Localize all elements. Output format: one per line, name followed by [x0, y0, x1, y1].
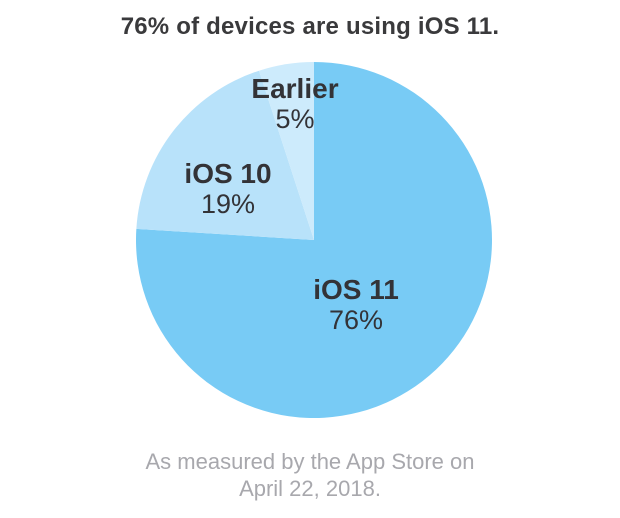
slice-pct-earlier: 5% — [275, 104, 315, 134]
slice-label-earlier: Earlier 5% — [251, 73, 339, 135]
slice-pct-ios-10: 19% — [200, 189, 256, 219]
footnote-line-1: As measured by the App Store on — [145, 449, 475, 474]
pie-slice-ios-10 — [136, 70, 314, 241]
slice-name-ios-10: iOS 10 — [184, 158, 272, 189]
slice-pct-ios-11: 76% — [328, 305, 384, 335]
footnote-line-2: April 22, 2018. — [239, 476, 381, 501]
pie-slice-ios-11 — [136, 62, 492, 418]
chart-footnote: As measured by the App Store on April 22… — [0, 448, 620, 502]
pie-chart-svg — [136, 62, 492, 418]
slice-label-ios-11: iOS 11 76% — [313, 274, 399, 336]
slice-name-ios-11: iOS 11 — [313, 274, 399, 305]
chart-title: 76% of devices are using iOS 11. — [120, 13, 500, 40]
pie-chart — [136, 62, 492, 418]
slice-label-ios-10: iOS 10 19% — [184, 158, 272, 220]
slice-name-earlier: Earlier — [251, 73, 339, 104]
pie-slice-earlier — [258, 62, 314, 240]
